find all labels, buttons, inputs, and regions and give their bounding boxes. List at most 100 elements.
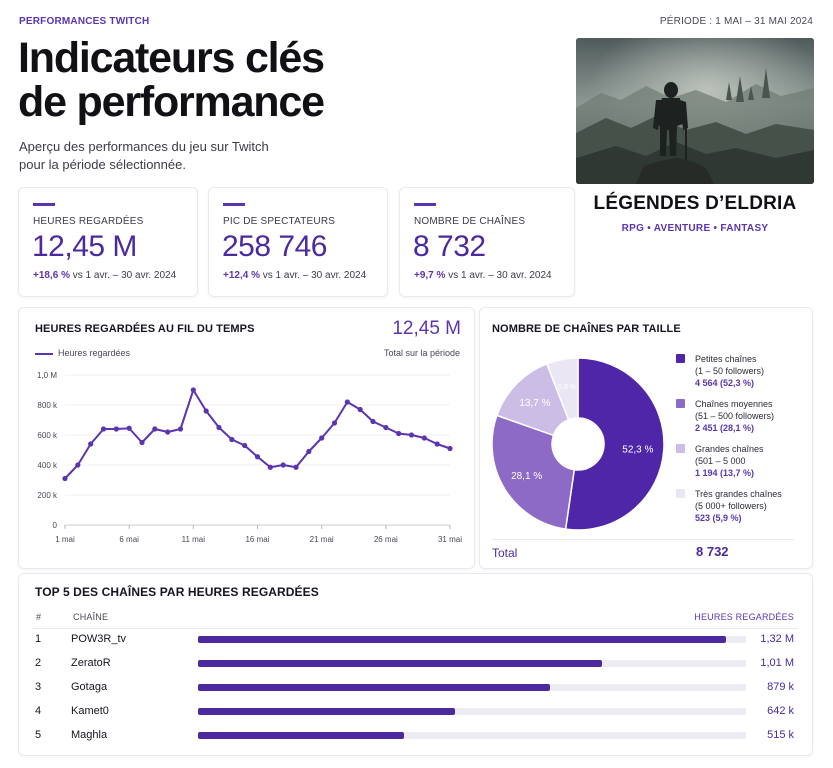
table-row: 4 Kamet0 642 k [19, 705, 812, 725]
page-title-line1: Indicateurs clés [18, 34, 325, 82]
pie-total-value: 8 732 [696, 544, 729, 559]
pie-chart-card: NOMBRE DE CHAÎNES PAR TAILLE 52,3 % 28,1 … [479, 307, 813, 569]
pie-chart-title: NOMBRE DE CHAÎNES PAR TAILLE [492, 323, 681, 335]
data-point [319, 435, 325, 441]
legend-swatch [676, 354, 685, 363]
table-row: 5 Maghla 515 k [19, 729, 812, 749]
kpi-change: +9,7 % vs 1 avr. – 30 avr. 2024 [414, 270, 552, 281]
kpi-change: +12,4 % vs 1 avr. – 30 avr. 2024 [223, 270, 366, 281]
col-rank-header: # [36, 612, 42, 622]
legend-series-name: Heures regardées [58, 348, 131, 358]
data-point [152, 426, 158, 432]
x-tick-label: 26 mai [374, 535, 398, 544]
data-point [293, 464, 299, 470]
kpi-card-hours: HEURES REGARDÉES 12,45 M +18,6 % vs 1 av… [18, 187, 198, 297]
kpi-label: HEURES REGARDÉES [33, 216, 144, 227]
kpi-label: NOMBRE DE CHAÎNES [414, 216, 526, 227]
top-channels-card: TOP 5 DES CHAÎNES PAR HEURES REGARDÉES #… [18, 573, 813, 756]
line-chart-plot: 0 200 k 400 k 600 k 800 k 1,0 M 1 mai 6 mai 11 m… [37, 371, 462, 544]
x-tick-label: 1 mai [55, 535, 75, 544]
y-tick-label: 400 k [37, 461, 58, 470]
legend-range: (5 000+ followers) [695, 501, 767, 511]
pie-slice [545, 357, 579, 421]
data-point [447, 445, 453, 452]
y-tick-label: 0 [53, 521, 58, 530]
pie-total-label: Total [492, 546, 518, 560]
data-point [190, 387, 196, 393]
data-point [344, 399, 350, 405]
col-hours-header: HEURES REGARDÉES [694, 612, 794, 622]
row-rank: 3 [35, 681, 42, 693]
col-channel-header: CHAÎNE [73, 612, 109, 622]
legend-name: Petites chaînes [695, 354, 757, 364]
x-tick-label: 16 mai [245, 535, 269, 544]
data-point [421, 435, 427, 441]
legend-value: 1 194 (13,7 %) [695, 468, 755, 478]
legend-swatch [676, 444, 685, 453]
bar-track [198, 636, 746, 643]
bar-fill [198, 660, 602, 667]
line-chart-legend: Heures regardées [35, 348, 130, 358]
table-header-divider [33, 628, 798, 629]
table-row: 1 POW3R_tv 1,32 M [19, 633, 812, 653]
row-rank: 2 [35, 657, 42, 669]
data-point [75, 462, 81, 468]
game-title: LÉGENDES D’ELDRIA [593, 193, 797, 214]
kpi-card-peak-viewers: PIC DE SPECTATEURS 258 746 +12,4 % vs 1 … [208, 187, 388, 297]
row-channel-name: ZeratoR [71, 657, 111, 669]
bar-fill [198, 636, 726, 643]
data-point [139, 439, 145, 446]
data-point [203, 408, 209, 414]
line-chart-card: HEURES REGARDÉES AU FIL DU TEMPS 12,45 M… [18, 307, 475, 569]
data-point [254, 454, 261, 460]
row-channel-name: Maghla [71, 729, 108, 741]
data-point [100, 426, 107, 432]
legend-value: 4 564 (52,3 %) [695, 378, 755, 388]
data-point [267, 464, 273, 470]
row-hours-value: 1,32 M [760, 633, 794, 645]
pie-legend-medium: Chaînes moyennes (51 – 500 followers) 2 45… [676, 398, 774, 434]
data-point [306, 448, 312, 455]
data-point [357, 406, 363, 413]
line-chart-total-label: Total sur la période [383, 348, 460, 358]
bar-track [198, 684, 746, 691]
row-hours-value: 879 k [767, 681, 794, 693]
kpi-value: 258 746 [222, 230, 327, 263]
pie-legend-small: Petites chaînes (1 – 50 followers) 4 564 (… [676, 353, 764, 389]
kpi-change: +18,6 % vs 1 avr. – 30 avr. 2024 [33, 270, 176, 281]
pie-total-divider [492, 539, 794, 540]
table-row: 2 ZeratoR 1,01 M [19, 657, 812, 677]
kpi-label: PIC DE SPECTATEURS [223, 216, 336, 227]
kpi-value: 12,45 M [32, 230, 137, 263]
data-point [165, 429, 171, 435]
y-tick-label: 800 k [37, 401, 58, 410]
page-title-line2: de performance [18, 78, 325, 126]
data-point [331, 420, 338, 426]
pie-slice-label: 13,7 % [519, 398, 550, 409]
data-point [383, 424, 389, 431]
x-tick-label: 31 mai [438, 535, 462, 544]
kpi-change-percent: +9,7 % [414, 270, 446, 281]
data-point [113, 426, 119, 432]
data-point [229, 436, 235, 443]
data-point [216, 424, 222, 431]
line-chart-title: HEURES REGARDÉES AU FIL DU TEMPS [35, 323, 255, 335]
legend-swatch [676, 489, 685, 498]
bar-track [198, 732, 746, 739]
data-point [242, 442, 248, 449]
data-point [434, 441, 440, 447]
y-tick-label: 1,0 M [37, 371, 57, 380]
game-hero-image [576, 38, 814, 184]
legend-name: Chaînes moyennes [695, 399, 773, 409]
data-point [62, 475, 68, 482]
game-tags: RPG • AVENTURE • FANTASY [621, 223, 769, 234]
x-tick-label: 21 mai [310, 535, 334, 544]
kpi-compare: vs 1 avr. – 30 avr. 2024 [262, 270, 367, 281]
pie-legend-very-large: Très grandes chaînes (5 000+ followers) 52… [676, 488, 782, 524]
row-hours-value: 1,01 M [760, 657, 794, 669]
data-point [280, 462, 286, 468]
y-tick-label: 600 k [37, 431, 58, 440]
pie-slice-label: 28,1 % [511, 471, 542, 482]
line-chart-total: 12,45 M [392, 318, 461, 339]
legend-value: 2 451 (28,1 %) [695, 423, 755, 433]
